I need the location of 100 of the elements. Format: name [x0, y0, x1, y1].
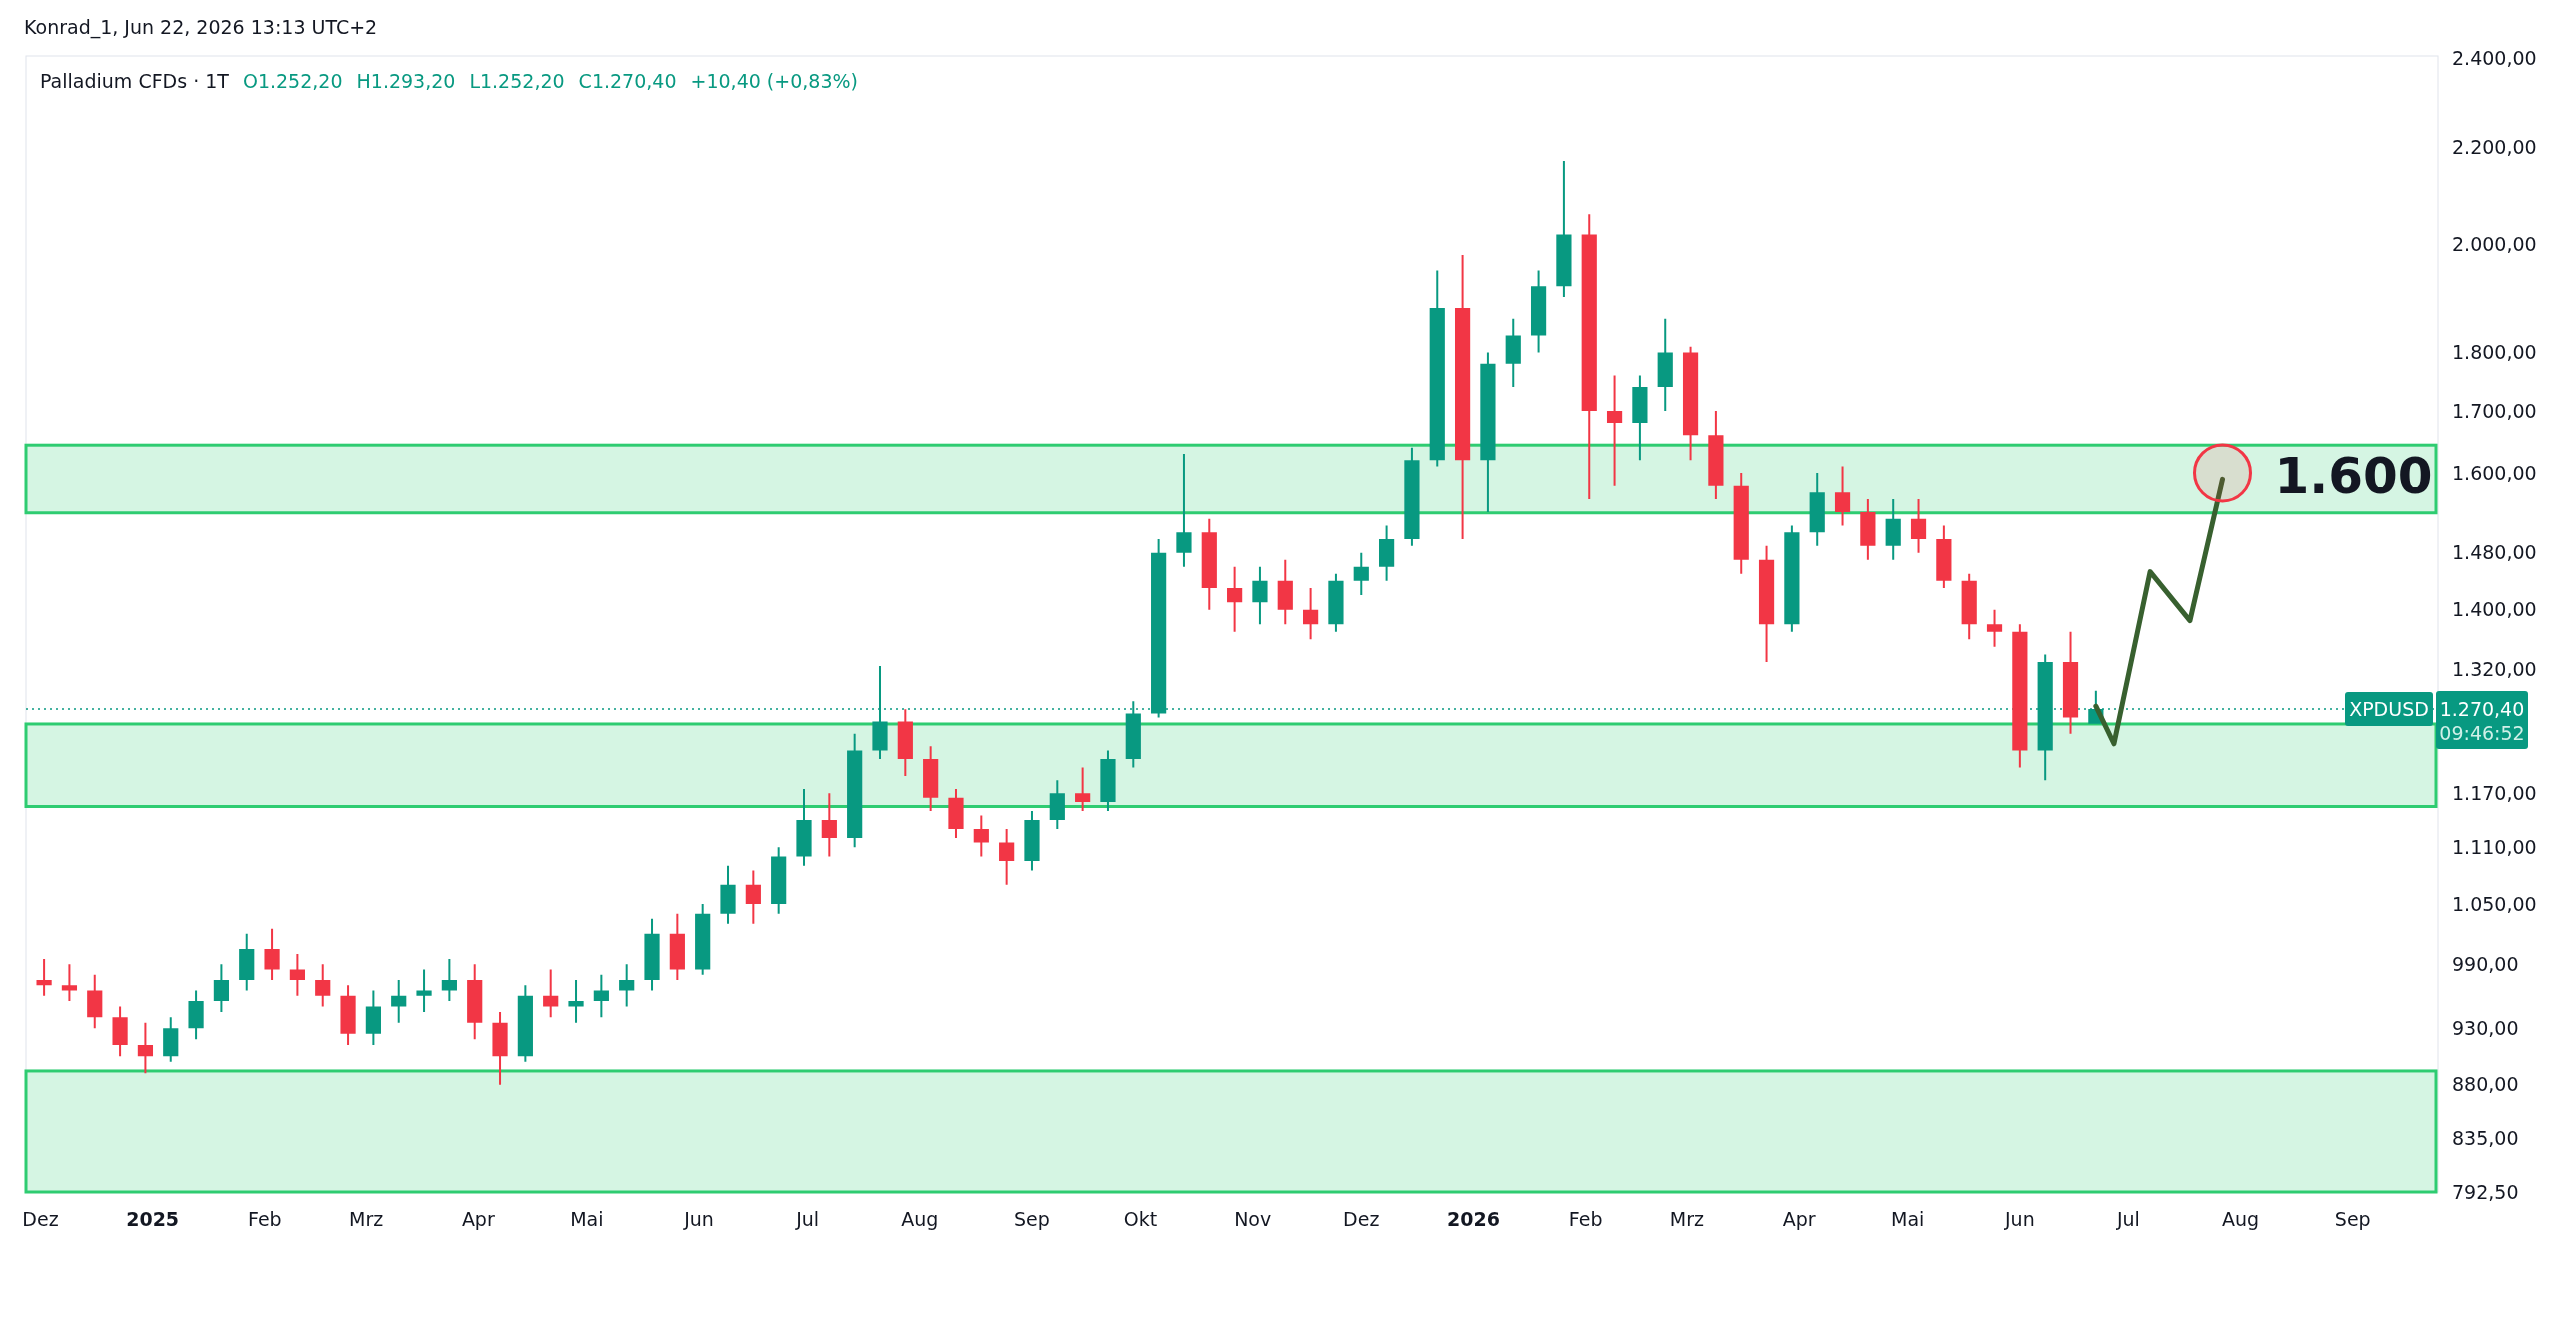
candlestick [1049, 780, 1065, 829]
candlestick [948, 788, 964, 838]
candlestick [745, 870, 761, 924]
x-tick-label: Dez [22, 1208, 59, 1230]
annotation: C1.270,40 [578, 70, 677, 92]
candlestick [112, 1006, 128, 1057]
candlestick [1075, 767, 1091, 811]
candlestick [847, 733, 863, 848]
candlestick [1201, 518, 1217, 610]
candlestick [289, 953, 305, 996]
y-tick-label: 1.600,00 [2452, 461, 2537, 484]
y-tick-label: 1.170,00 [2452, 781, 2537, 804]
candlestick [1480, 352, 1496, 513]
x-tick-label: Jul [795, 1208, 820, 1230]
candlestick [1252, 566, 1268, 625]
candlestick [365, 990, 381, 1045]
candlestick [1606, 375, 1623, 486]
candlestick [315, 964, 331, 1007]
candlestick [163, 1017, 179, 1062]
y-tick-label: 930,00 [2452, 1016, 2519, 1039]
candlestick [1657, 318, 1673, 411]
x-tick-label: 2025 [126, 1208, 180, 1230]
candlestick [1100, 750, 1116, 811]
x-tick-label: Jun [683, 1208, 714, 1230]
candlestick [796, 788, 812, 866]
candlestick [2062, 631, 2079, 734]
candlestick [973, 815, 989, 857]
x-tick-label: Apr [1782, 1208, 1816, 1230]
candlestick [1733, 472, 1749, 574]
candlestick [1429, 270, 1445, 467]
x-tick-label: Aug [2222, 1208, 2260, 1230]
candlestick [87, 974, 103, 1029]
candlestick [1834, 466, 1851, 526]
y-tick-label: 1.800,00 [2452, 341, 2537, 364]
x-tick-label: Mai [1891, 1208, 1925, 1230]
candlestick [467, 964, 483, 1040]
candlestick [137, 1022, 154, 1074]
candlestick [1708, 410, 1724, 499]
candlestick [568, 979, 584, 1023]
y-tick-label: 1.480,00 [2452, 541, 2537, 564]
y-tick-label: 1.700,00 [2452, 399, 2537, 422]
x-tick-label: Nov [1234, 1208, 1272, 1230]
candlestick [1328, 573, 1344, 632]
candlestick [1530, 270, 1547, 353]
candlestick [1910, 498, 1927, 553]
candlestick [1024, 810, 1040, 871]
candlestick [1556, 161, 1572, 298]
candlestick [695, 904, 711, 975]
candlestick [340, 985, 356, 1045]
y-tick-label: 1.320,00 [2452, 658, 2537, 681]
y-tick-label: 835,00 [2452, 1127, 2519, 1150]
candlestick [1581, 214, 1597, 499]
candlestick [999, 828, 1015, 885]
candlestick [619, 964, 635, 1007]
x-tick-label: Sep [1014, 1208, 1050, 1230]
candlestick [1454, 254, 1471, 540]
y-tick-label: 1.400,00 [2452, 598, 2537, 621]
candlestick [1404, 447, 1420, 546]
candlestick [1303, 587, 1319, 640]
candlestick [239, 933, 255, 991]
candlestick [543, 969, 559, 1018]
candlestick [1860, 498, 1876, 560]
candlestick [1885, 498, 1901, 560]
y-tick-label: 2.000,00 [2452, 233, 2537, 256]
candlestick [1176, 453, 1192, 567]
candlestick [188, 990, 204, 1040]
candlestick [517, 985, 533, 1062]
candlestick [821, 793, 837, 857]
y-tick-label: 792,50 [2452, 1180, 2519, 1203]
y-tick-label: 2.400,00 [2452, 46, 2537, 69]
text: Palladium CFDs · 1T [40, 70, 230, 92]
x-tick-label: Sep [2334, 1208, 2371, 1230]
x-tick-label: Okt [1123, 1208, 1158, 1230]
candlestick [2012, 624, 2028, 768]
candlestick [36, 959, 52, 996]
candlestick [1379, 525, 1395, 581]
candlestick [593, 974, 609, 1018]
x-tick-label: Aug [901, 1208, 939, 1230]
x-tick-label: Feb [1568, 1208, 1603, 1230]
x-tick-label: 2026 [1447, 1208, 1500, 1230]
ref-line-label: XPDUSD [2349, 697, 2429, 720]
candlestick [61, 964, 78, 1002]
candlestick [669, 913, 685, 980]
y-tick-label: 1.050,00 [2452, 892, 2537, 915]
candlestick [1682, 346, 1699, 461]
x-tick-label: Mrz [349, 1208, 384, 1230]
x-tick-label: Feb [248, 1208, 282, 1230]
x-tick-label: Mai [570, 1208, 604, 1230]
annotation: L1.252,20 [469, 70, 565, 92]
candlestick [1936, 525, 1952, 588]
annotation: O1.252,20 [242, 70, 343, 92]
candlestick [492, 1011, 508, 1085]
x-tick-label: Dez [1343, 1208, 1380, 1230]
candlestick [720, 865, 736, 924]
candlestick [1353, 552, 1369, 596]
text: 09:46:52 [2439, 721, 2525, 744]
candlestick [1632, 375, 1648, 461]
candlestick [1784, 525, 1800, 632]
y-tick-label: 880,00 [2452, 1073, 2519, 1096]
candlestick [213, 964, 229, 1012]
